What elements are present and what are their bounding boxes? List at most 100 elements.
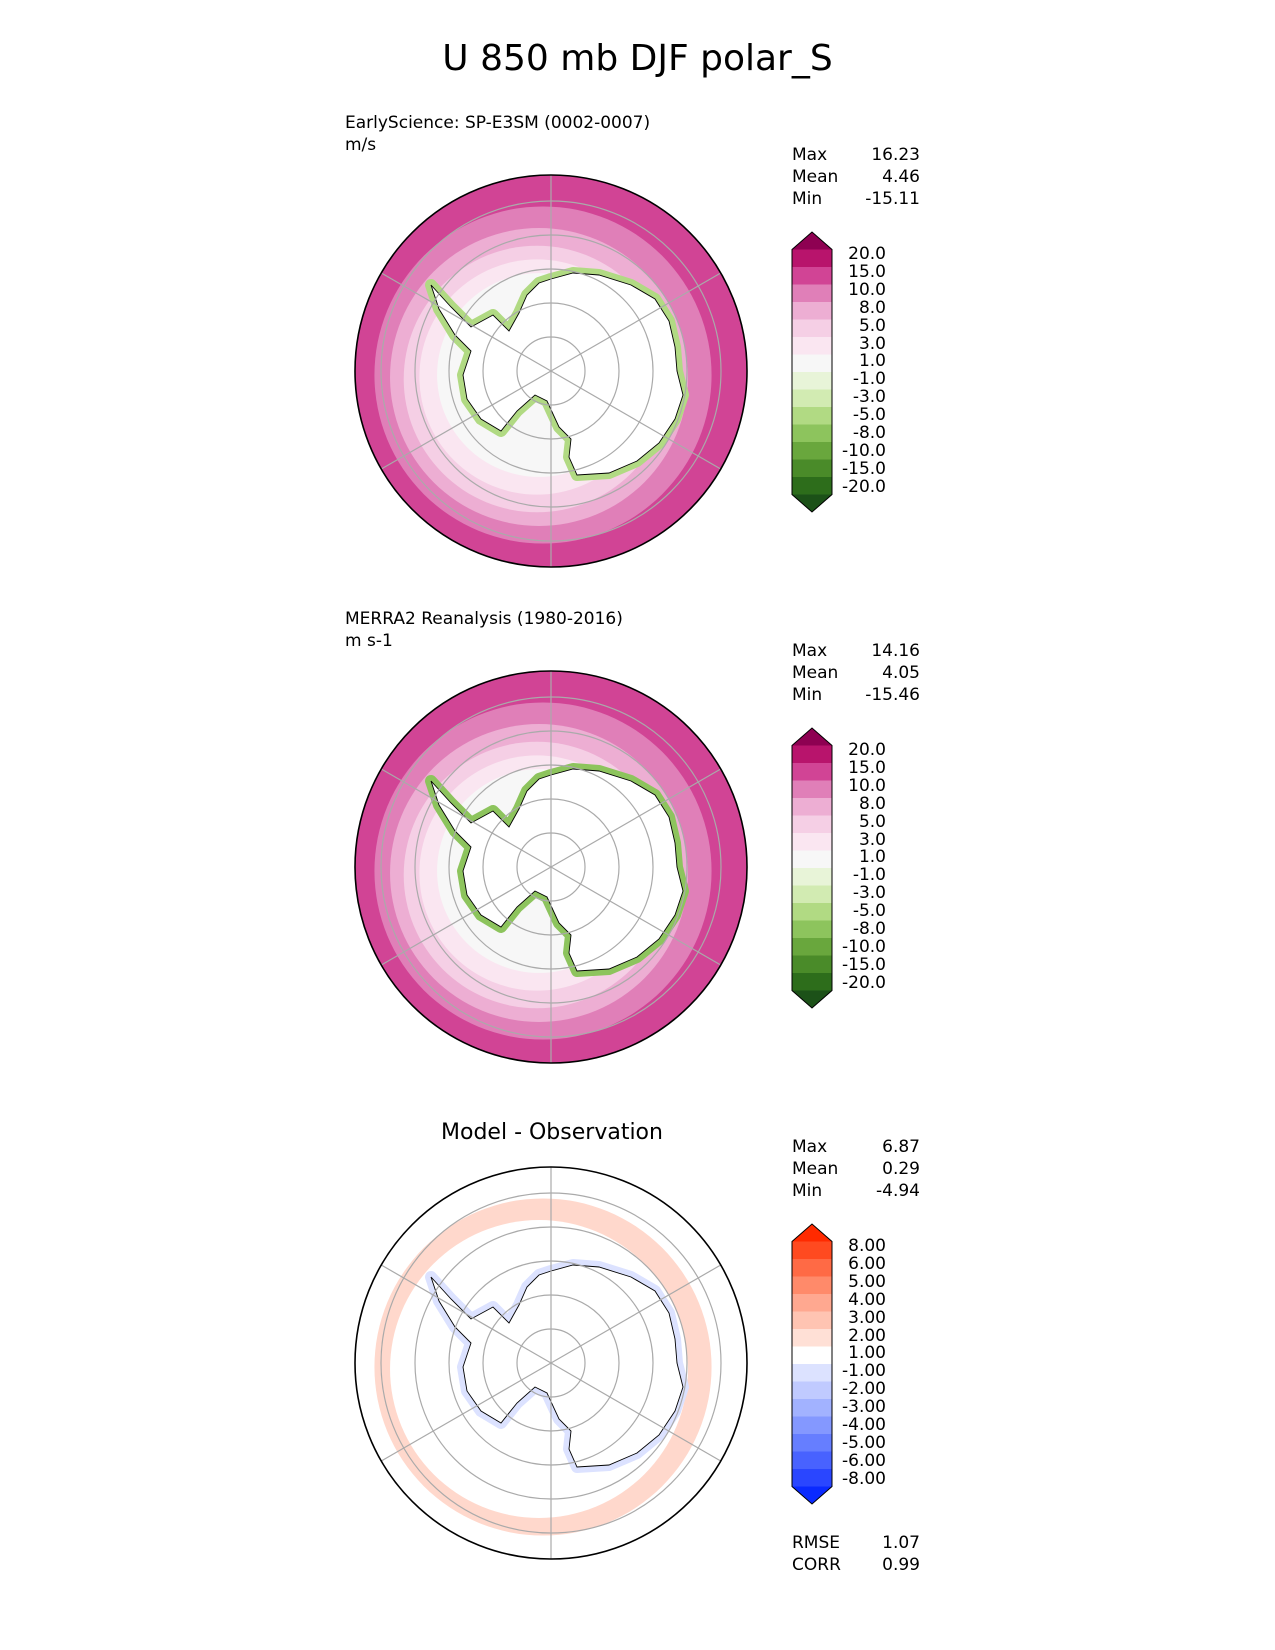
panel-2-title-line1: MERRA2 Reanalysis (1980-2016): [345, 609, 623, 629]
colorbar-segment: [792, 249, 832, 268]
colorbar-segment: [792, 1294, 832, 1312]
colorbar-segment: [792, 407, 832, 425]
meridian-line: [380, 1362, 552, 1462]
colorbar-tick-label: -8.0: [852, 919, 886, 940]
colorbar-segment: [792, 763, 832, 781]
colorbar-1-labels: 20.0 15.0 10.0 8.0 5.0 3.0 1.0 -1.0 -3.0 -5.0 -8.0…: [828, 245, 886, 497]
rmse-value: 1.07: [882, 1533, 920, 1553]
colorbar-tick-label: 15.0: [848, 757, 886, 778]
colorbar-tick-label: 1.00: [848, 1343, 886, 1364]
colorbar-segment: [792, 973, 832, 991]
colorbar-tick-label: 8.0: [858, 297, 886, 318]
colorbar-tick-label: -1.0: [852, 865, 886, 886]
colorbar-tick-label: 2.00: [848, 1325, 886, 1346]
corr-value: 0.99: [882, 1555, 920, 1575]
meridian-line: [550, 272, 722, 372]
colorbar-segment: [792, 798, 832, 816]
colorbar-segment: [792, 442, 832, 460]
colorbar-2: [791, 727, 833, 1009]
colorbar-tick-label: -15.0: [842, 458, 886, 479]
stat-max-value: 6.87: [882, 1137, 920, 1157]
colorbar-segment: [792, 337, 832, 355]
stat-mean-label: Mean: [792, 167, 839, 187]
meridian-line: [550, 866, 722, 966]
polar-map-3: [354, 1166, 748, 1560]
colorbar-tick-label: 10.0: [848, 279, 886, 300]
colorbar-tick-label: -5.0: [852, 901, 886, 922]
colorbar-tick-label: 8.00: [848, 1236, 886, 1256]
page-title: U 850 mb DJF polar_S: [442, 38, 833, 79]
map-boundary: [354, 174, 748, 568]
stat-mean-value: 0.29: [882, 1159, 920, 1179]
colorbar-segment: [792, 372, 832, 390]
colorbar-outline: [791, 231, 833, 513]
panel-1-title-line1: EarlyScience: SP-E3SM (0002-0007): [345, 113, 651, 133]
colorbar-segment: [792, 938, 832, 956]
panel-2-title: MERRA2 Reanalysis (1980-2016) m s-1: [345, 608, 623, 652]
colorbar-segment: [792, 284, 832, 303]
colorbar-segment: [792, 1259, 832, 1277]
colorbar-segment: [792, 389, 832, 408]
colorbar-tick-label: -8.00: [842, 1468, 886, 1489]
colorbar-segment: [792, 1276, 832, 1295]
colorbar-tick-label: 8.0: [858, 793, 886, 814]
colorbar-tick-label: -2.00: [842, 1379, 886, 1400]
map-boundary: [354, 1166, 748, 1560]
meridian-line: [380, 1264, 552, 1364]
stat-max-value: 16.23: [871, 145, 920, 165]
colorbar-1: [791, 231, 833, 513]
stat-min-label: Min: [792, 1181, 823, 1201]
panel-1-units: m/s: [345, 135, 377, 155]
footer-stats: RMSE 1.07 CORR 0.99: [792, 1532, 920, 1576]
colorbar-tick-label: -10.0: [842, 936, 886, 957]
map-boundary: [354, 670, 748, 1064]
meridian-line: [550, 1264, 722, 1364]
stat-mean-label: Mean: [792, 663, 839, 683]
colorbar-outline: [791, 1223, 833, 1505]
colorbar-segment: [792, 1311, 832, 1330]
meridian-line: [550, 1362, 722, 1462]
colorbar-extend-top: [792, 232, 832, 250]
colorbar-segment: [792, 354, 832, 373]
colorbar-segment: [792, 745, 832, 764]
colorbar-segment: [792, 1346, 832, 1365]
colorbar-segment: [792, 955, 832, 974]
colorbar-segment: [792, 1416, 832, 1435]
colorbar-tick-label: -1.0: [852, 369, 886, 390]
colorbar-tick-label: 1.0: [858, 351, 886, 372]
colorbar-3-labels: 8.00 6.00 5.00 4.00 3.00 2.00 1.00 -1.00 -2.00 -3…: [828, 1236, 886, 1489]
meridian-line: [380, 370, 552, 470]
stat-mean-label: Mean: [792, 1159, 839, 1179]
colorbar-segment: [792, 424, 832, 443]
meridian-line: [550, 370, 722, 470]
colorbar-tick-label: -8.0: [852, 423, 886, 444]
colorbar-tick-label: -5.0: [852, 405, 886, 426]
colorbar-segment: [792, 1399, 832, 1417]
colorbar-3: [791, 1223, 833, 1505]
colorbar-extend-bottom: [792, 990, 832, 1008]
colorbar-tick-label: -10.0: [842, 440, 886, 461]
colorbar-segment: [792, 780, 832, 799]
colorbar-segment: [792, 885, 832, 904]
colorbar-tick-label: 5.00: [848, 1271, 886, 1292]
colorbar-tick-label: -3.00: [842, 1397, 886, 1418]
colorbar-outline: [791, 727, 833, 1009]
colorbar-segment: [792, 319, 832, 338]
colorbar-segment: [792, 477, 832, 495]
colorbar-tick-label: 5.0: [858, 811, 886, 832]
panel-1-title: EarlyScience: SP-E3SM (0002-0007) m/s: [345, 112, 650, 156]
colorbar-tick-label: 5.0: [858, 315, 886, 336]
colorbar-tick-label: -4.00: [842, 1415, 886, 1436]
polar-map-1: [354, 174, 748, 568]
colorbar-segment: [792, 1469, 832, 1487]
colorbar-extend-bottom: [792, 494, 832, 512]
colorbar-tick-label: 6.00: [848, 1253, 886, 1274]
colorbar-tick-label: -15.0: [842, 954, 886, 975]
colorbar-extend-top: [792, 728, 832, 746]
panel-2-stats: Max 14.16 Mean 4.05 Min -15.46: [792, 640, 920, 706]
rmse-label: RMSE: [792, 1533, 841, 1553]
colorbar-tick-label: -1.00: [842, 1361, 886, 1382]
colorbar-tick-label: 4.00: [848, 1289, 886, 1310]
colorbar-tick-label: 3.0: [858, 829, 886, 850]
colorbar-tick-label: -6.00: [842, 1450, 886, 1471]
